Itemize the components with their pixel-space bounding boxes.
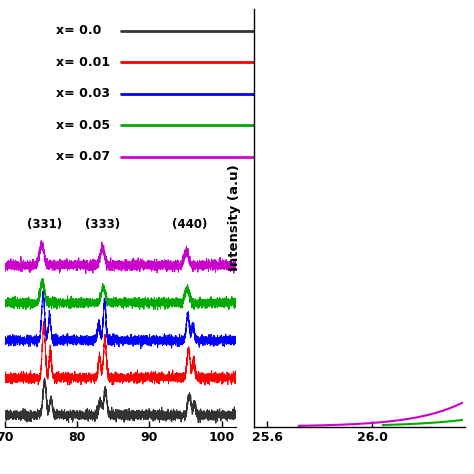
Text: (440): (440)	[172, 218, 207, 231]
Text: x= 0.03: x= 0.03	[55, 87, 109, 100]
Text: (331): (331)	[27, 218, 62, 231]
Text: x= 0.01: x= 0.01	[55, 55, 110, 69]
Y-axis label: Intensity (a.u): Intensity (a.u)	[228, 164, 241, 272]
Text: x= 0.0: x= 0.0	[55, 24, 101, 37]
Text: x= 0.05: x= 0.05	[55, 118, 110, 132]
Text: (333): (333)	[85, 218, 120, 231]
Text: x= 0.07: x= 0.07	[55, 150, 110, 163]
